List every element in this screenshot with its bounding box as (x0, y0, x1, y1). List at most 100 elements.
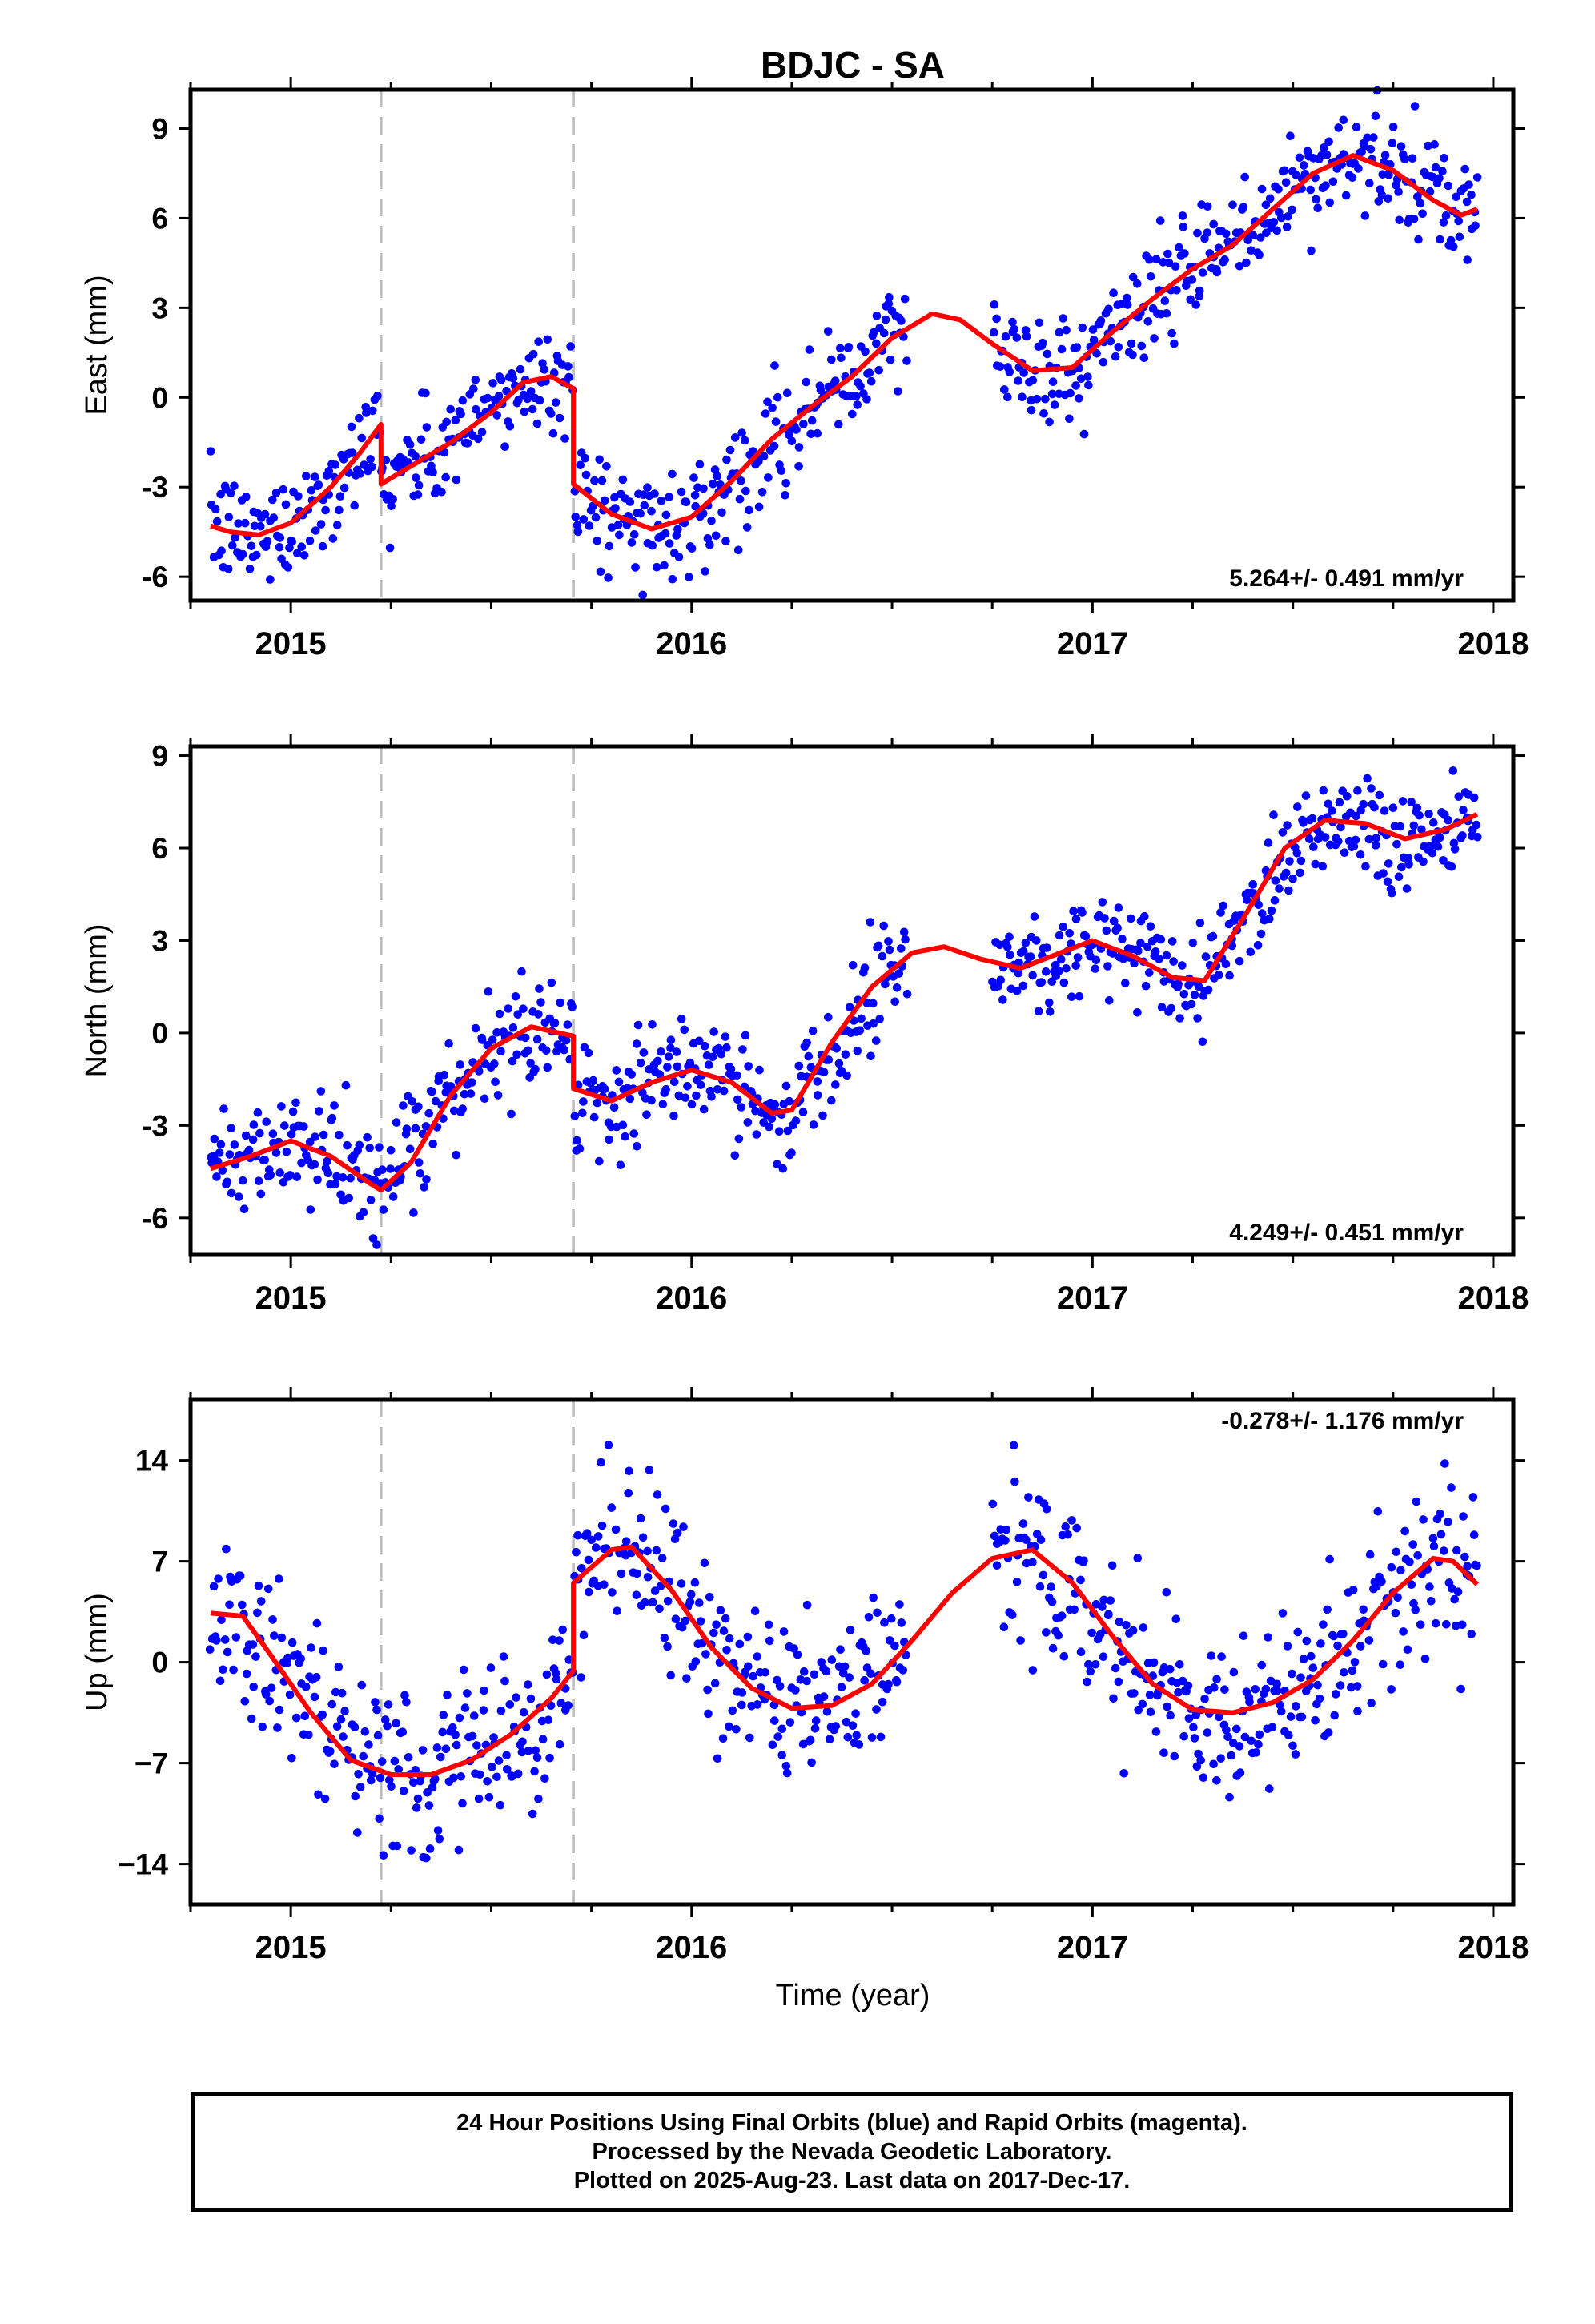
data-point (596, 567, 605, 577)
data-point (356, 1783, 365, 1791)
y-tick-label: 0 (151, 381, 168, 414)
data-point (1175, 243, 1183, 252)
data-point (1370, 802, 1379, 812)
data-point (1321, 181, 1330, 190)
data-point (1207, 1651, 1216, 1660)
data-point (431, 1096, 440, 1106)
data-point (843, 1732, 853, 1742)
data-point (1320, 143, 1328, 152)
data-point (1091, 955, 1101, 965)
data-point (707, 1092, 716, 1101)
data-point (807, 416, 817, 425)
data-point (673, 1062, 682, 1072)
data-point (1431, 163, 1440, 172)
data-point (711, 531, 721, 541)
data-point (1408, 154, 1417, 163)
data-point (1127, 914, 1135, 923)
data-point (564, 362, 573, 371)
data-point (1272, 226, 1281, 235)
data-point (1146, 272, 1155, 281)
data-point (773, 1160, 781, 1168)
data-point (392, 1841, 402, 1851)
data-point (1373, 1507, 1383, 1516)
data-point (713, 1085, 722, 1094)
data-point (1024, 1493, 1033, 1502)
data-point (1348, 173, 1357, 182)
data-point (717, 1050, 726, 1059)
data-point (318, 1710, 327, 1719)
data-point (353, 1828, 362, 1837)
data-point (582, 1529, 592, 1538)
x-tick-label: 2018 (1457, 1281, 1529, 1316)
data-point (405, 440, 415, 449)
data-point (1061, 1522, 1070, 1531)
data-point (1247, 246, 1256, 255)
data-point (774, 1127, 784, 1136)
data-point (443, 1691, 452, 1699)
data-point (764, 473, 773, 482)
data-point (217, 1615, 226, 1624)
data-point (869, 999, 878, 1008)
data-point (669, 1519, 678, 1528)
data-point (687, 1100, 697, 1109)
data-point (1450, 845, 1460, 854)
data-point (1436, 235, 1444, 244)
data-point (1155, 955, 1163, 963)
data-point (1057, 1611, 1067, 1620)
rate-label: 5.264+/- 0.491 mm/yr (1229, 565, 1464, 592)
data-point (813, 1091, 822, 1100)
data-point (681, 1093, 690, 1102)
data-point (262, 1117, 271, 1126)
data-point (872, 339, 881, 348)
data-point (824, 1055, 834, 1064)
data-point (755, 1065, 764, 1075)
data-point (428, 1783, 437, 1792)
data-point (680, 1025, 689, 1035)
data-point (400, 1691, 409, 1700)
data-point (299, 1122, 308, 1131)
y-tick-label: -6 (142, 561, 168, 593)
data-point (638, 1533, 648, 1542)
data-point (1146, 922, 1155, 931)
data-point (1452, 1546, 1461, 1555)
data-point (477, 428, 487, 436)
data-points (206, 86, 1482, 600)
data-point (248, 1135, 258, 1144)
data-point (1411, 1606, 1420, 1614)
data-point (564, 372, 573, 382)
data-point (773, 1732, 782, 1741)
data-point (504, 1004, 512, 1013)
x-tick-label: 2017 (1057, 626, 1128, 661)
data-point (1209, 219, 1218, 229)
data-points (205, 1441, 1481, 1863)
data-point (508, 1056, 517, 1066)
data-point (456, 1060, 464, 1069)
data-point (741, 486, 750, 496)
data-point (323, 1168, 333, 1177)
data-point (305, 536, 315, 545)
data-point (1026, 952, 1035, 961)
data-point (355, 413, 364, 423)
data-point (1189, 1723, 1198, 1732)
data-point (611, 1525, 621, 1534)
data-point (275, 1705, 284, 1715)
data-point (1138, 1699, 1147, 1709)
data-point (834, 420, 843, 429)
data-point (677, 1579, 686, 1588)
data-point (810, 1670, 819, 1679)
data-point (1354, 164, 1363, 173)
data-point (1055, 931, 1064, 940)
data-point (375, 1814, 384, 1823)
data-point (316, 520, 326, 529)
data-point (1380, 151, 1390, 159)
data-point (545, 1753, 554, 1763)
data-point (222, 1544, 231, 1554)
data-point (1318, 862, 1328, 871)
data-point (1246, 947, 1256, 957)
data-point (1448, 766, 1458, 775)
data-point (1012, 1578, 1022, 1586)
data-point (690, 1578, 700, 1587)
data-point (1328, 177, 1338, 187)
data-point (585, 521, 594, 530)
data-point (1404, 860, 1413, 869)
